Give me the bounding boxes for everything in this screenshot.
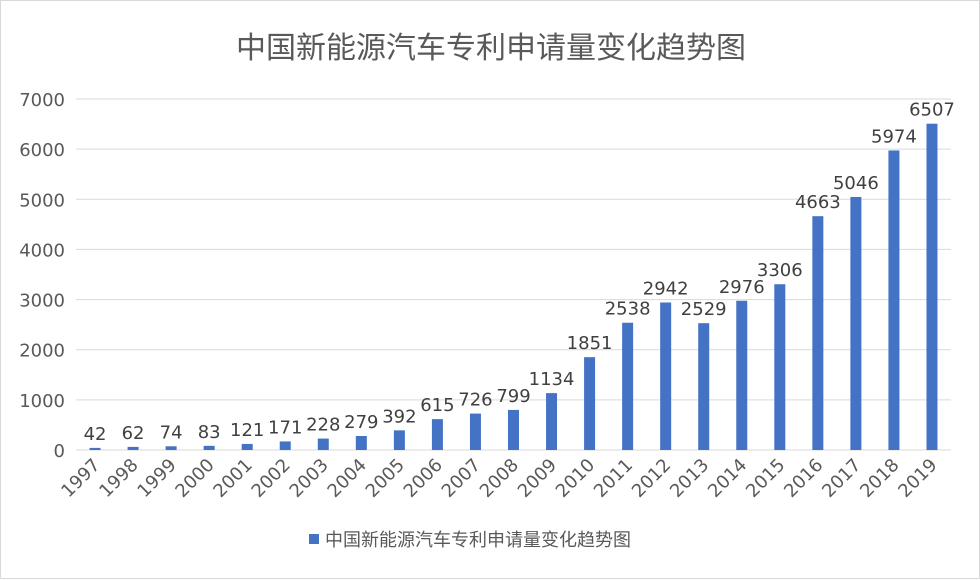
data-label: 4663: [795, 192, 841, 213]
data-label: 2538: [605, 299, 651, 320]
gridlines: [76, 98, 951, 451]
chart-title: 中国新能源汽车专利申请量变化趋势图: [236, 31, 746, 66]
data-label: 615: [420, 395, 454, 416]
x-tick-label: 2018: [856, 455, 903, 502]
bar: [546, 393, 558, 450]
x-tick-label: 2007: [438, 455, 485, 502]
y-tick-label: 0: [54, 441, 65, 462]
bar: [888, 150, 900, 450]
data-label: 62: [122, 423, 145, 444]
bar: [279, 441, 291, 450]
data-label: 799: [496, 386, 530, 407]
y-tick-label: 2000: [19, 341, 65, 362]
bar: [431, 419, 443, 450]
x-tick-label: 2006: [400, 455, 447, 502]
x-axis-ticks: 1997199819992000200120022003200420052006…: [57, 455, 941, 502]
bar: [165, 446, 177, 450]
bar: [622, 322, 634, 450]
bar: [926, 123, 938, 450]
bar: [774, 284, 786, 450]
x-tick-label: 2013: [666, 455, 713, 502]
x-tick-label: 2014: [704, 455, 751, 502]
y-tick-label: 6000: [19, 140, 65, 161]
x-tick-label: 1998: [95, 455, 142, 502]
data-label: 228: [306, 415, 340, 436]
legend-swatch: [309, 534, 319, 544]
data-label: 1851: [567, 333, 613, 354]
y-tick-label: 3000: [19, 291, 65, 312]
bar: [89, 447, 101, 450]
bar: [698, 323, 710, 450]
y-tick-label: 1000: [19, 391, 65, 412]
x-tick-label: 2012: [628, 455, 675, 502]
data-label: 121: [230, 420, 264, 441]
data-label: 6507: [909, 100, 955, 121]
legend: 中国新能源汽车专利申请量变化趋势图: [309, 530, 631, 551]
data-label: 74: [160, 422, 183, 443]
bar: [584, 357, 596, 450]
data-label: 2942: [643, 278, 689, 299]
bar: [469, 413, 481, 450]
x-tick-label: 2000: [171, 455, 218, 502]
x-tick-label: 2015: [742, 455, 789, 502]
legend-label: 中国新能源汽车专利申请量变化趋势图: [325, 530, 631, 551]
y-tick-label: 5000: [19, 190, 65, 211]
bars: [89, 123, 938, 450]
x-tick-label: 2005: [362, 455, 409, 502]
x-tick-label: 2002: [248, 455, 295, 502]
bar: [850, 196, 862, 450]
bar: [317, 438, 329, 450]
x-tick-label: 2004: [324, 455, 371, 502]
data-label: 726: [458, 390, 492, 411]
data-label: 392: [382, 406, 416, 427]
bar: [508, 409, 519, 450]
data-label: 3306: [757, 260, 803, 281]
bar: [393, 430, 405, 450]
x-tick-label: 2016: [780, 455, 827, 502]
bar: [241, 443, 253, 450]
bar: [736, 300, 748, 450]
x-tick-label: 2003: [286, 455, 333, 502]
y-tick-label: 7000: [19, 90, 65, 111]
x-tick-label: 2017: [818, 455, 865, 502]
bar: [660, 302, 672, 450]
bar: [812, 216, 824, 450]
x-tick-label: 2019: [894, 455, 941, 502]
bar: [355, 436, 367, 450]
data-label: 2976: [719, 277, 765, 298]
x-tick-label: 1999: [133, 455, 180, 502]
x-tick-label: 2008: [476, 455, 523, 502]
y-tick-label: 4000: [19, 240, 65, 261]
data-label: 5046: [833, 173, 879, 194]
bar: [127, 446, 139, 450]
x-tick-label: 2011: [590, 455, 637, 502]
data-label: 171: [268, 417, 302, 438]
y-axis-ticks: 0 1000 2000 3000 4000 5000 6000 7000: [19, 90, 65, 462]
data-label: 5974: [871, 126, 917, 147]
data-label: 279: [344, 412, 378, 433]
data-label: 42: [84, 424, 107, 445]
x-tick-label: 2010: [552, 455, 599, 502]
x-tick-label: 2001: [209, 455, 256, 502]
bar: [203, 445, 215, 450]
data-label: 2529: [681, 299, 727, 320]
x-tick-label: 2009: [514, 455, 561, 502]
data-label: 1134: [529, 369, 575, 390]
data-label: 83: [198, 422, 221, 443]
